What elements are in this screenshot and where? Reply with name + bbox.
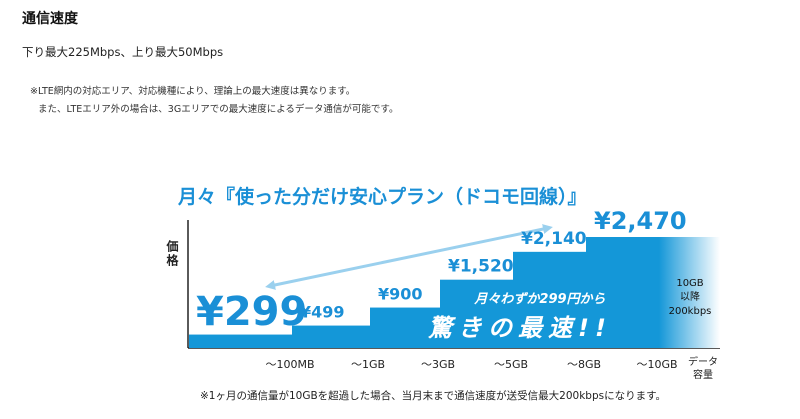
bar-4 [440,279,514,348]
value-label-2: ¥499 [300,303,345,322]
bar-6 [586,237,660,348]
value-label-4: ¥1,520 [448,257,514,277]
promo-line-1: 月々わずか299円から [473,291,605,307]
note-line-2: また、LTEエリア外の場合は、3Gエリアでの最大速度によるデータ通信が可能です。 [38,104,399,115]
over-limit-label-1: 10GB [676,278,703,289]
tick-label-6: 〜10GB [636,358,677,371]
footnote: ※1ヶ月の通信量が10GBを超過した場合、当月末まで通信速度が送受信最大200k… [200,390,667,402]
bar-2 [292,325,371,348]
bar-3 [370,307,441,348]
note-line-1: ※LTE網内の対応エリア、対応機種により、理論上の最大速度は異なります。 [30,86,356,97]
value-label-6: ¥2,470 [594,207,687,235]
tick-label-4: 〜5GB [494,358,528,371]
x-axis-label-1: データ [688,355,718,368]
tick-label-3: 〜3GB [421,358,455,371]
tick-label-5: 〜8GB [567,358,601,371]
x-axis-label-2: 容量 [693,368,713,381]
over-limit-area [659,237,720,348]
value-label-3: ¥900 [378,285,423,304]
tick-label-1: 〜100MB [265,358,314,371]
bar-1 [189,334,293,348]
value-label-5: ¥2,140 [521,229,587,249]
speed-text: 下り最大225Mbps、上り最大50Mbps [22,45,224,59]
over-limit-label-2: 以降 [680,290,700,303]
over-limit-label-3: 200kbps [669,306,712,317]
comparison-arrow [265,224,553,290]
promo-line-2: 驚きの最速!! [428,314,612,342]
y-axis-label: 価格 [165,239,179,268]
chart-title: 月々『使った分だけ安心プラン（ドコモ回線）』 [177,185,587,208]
section-title: 通信速度 [22,11,78,27]
tick-label-2: 〜1GB [351,358,385,371]
value-label-1: ¥299 [196,289,307,335]
